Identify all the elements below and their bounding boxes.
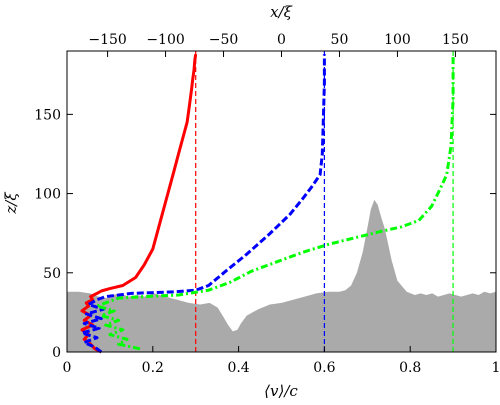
y-axis-label: z/ξ bbox=[2, 192, 20, 215]
y-tick-label-1: 50 bbox=[43, 266, 61, 282]
x2-tick-label-0: −150 bbox=[88, 32, 126, 48]
x2-tick-label-1: −100 bbox=[146, 32, 184, 48]
series-line-1 bbox=[80, 54, 326, 354]
y-tick-label-3: 150 bbox=[34, 107, 61, 123]
x-tick-label-4: 0.8 bbox=[399, 360, 421, 376]
y-axis-left: 0 50 100 150 bbox=[34, 107, 496, 361]
x-axis-label: ⟨v⟩/c bbox=[264, 382, 298, 400]
x-tick-label-5: 1 bbox=[492, 360, 500, 376]
x-tick-label-1: 0.2 bbox=[142, 360, 164, 376]
x-tick-label-2: 0.4 bbox=[227, 360, 249, 376]
x2-tick-label-2: −50 bbox=[209, 32, 239, 48]
x2-tick-label-3: 0 bbox=[277, 32, 286, 48]
series-line-0 bbox=[80, 53, 198, 354]
series-line-2 bbox=[95, 54, 455, 351]
x2-tick-label-4: 50 bbox=[331, 32, 349, 48]
x2-tick-label-5: 100 bbox=[384, 32, 411, 48]
data-series bbox=[80, 53, 455, 354]
x-tick-label-0: 0 bbox=[63, 360, 72, 376]
x2-axis-label: x/ξ bbox=[270, 3, 293, 21]
plot-area bbox=[66, 50, 497, 354]
x-axis-bottom: 0 0.2 0.4 0.6 0.8 1 bbox=[63, 346, 500, 376]
x-tick-label-3: 0.6 bbox=[313, 360, 335, 376]
x2-tick-label-6: 150 bbox=[442, 32, 469, 48]
y-tick-label-2: 100 bbox=[34, 187, 61, 203]
x-axis-top: −150 −100 −50 0 50 100 150 bbox=[88, 32, 469, 57]
height-profile bbox=[67, 199, 496, 352]
y-tick-label-0: 0 bbox=[52, 345, 61, 361]
